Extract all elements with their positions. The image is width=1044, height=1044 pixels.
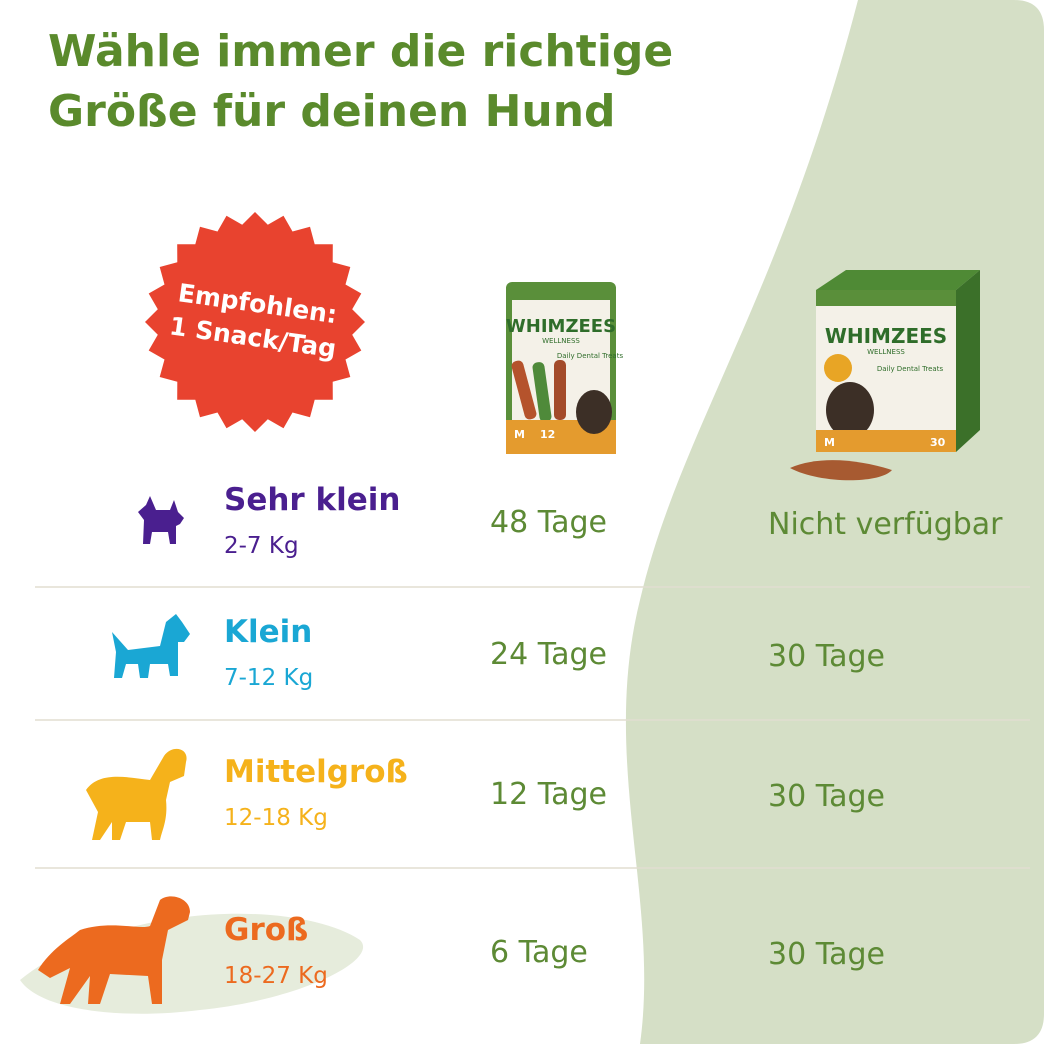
box-days: 30 Tage xyxy=(768,639,885,674)
size-name: Mittelgroß xyxy=(224,754,408,790)
dog-icon xyxy=(112,614,190,678)
pouch-days: 6 Tage xyxy=(490,935,588,970)
background-shape xyxy=(625,0,1044,1044)
dog-icon xyxy=(86,748,187,840)
product-size: M xyxy=(824,436,835,449)
title-line: Größe für deinen Hund xyxy=(48,86,616,137)
product-box: WHIMZEES WELLNESS Daily Dental Treats M … xyxy=(790,270,980,481)
pouch-days: 12 Tage xyxy=(490,777,607,812)
size-name: Klein xyxy=(224,614,312,650)
pouch-days: 48 Tage xyxy=(490,505,607,540)
badge: Empfohlen: 1 Snack/Tag xyxy=(145,212,365,432)
product-count: 30 xyxy=(930,436,946,449)
dog-icon xyxy=(138,496,184,544)
product-label: Daily Dental Treats xyxy=(877,365,944,373)
box-days: 30 Tage xyxy=(768,779,885,814)
badge-star xyxy=(145,212,365,432)
size-name: Groß xyxy=(224,912,308,948)
box-days: 30 Tage xyxy=(768,937,885,972)
title-line: Wähle immer die richtige xyxy=(48,26,673,77)
size-weight: 7-12 Kg xyxy=(224,665,313,691)
product-label: Daily Dental Treats xyxy=(557,352,624,360)
product-brand: WHIMZEES xyxy=(825,324,947,348)
size-weight: 2-7 Kg xyxy=(224,533,299,559)
product-sub: WELLNESS xyxy=(542,337,580,345)
product-sub: WELLNESS xyxy=(867,348,905,356)
product-pouch: WHIMZEES WELLNESS Daily Dental Treats M … xyxy=(506,282,624,454)
pouch-days: 24 Tage xyxy=(490,637,607,672)
product-brand: WHIMZEES xyxy=(506,316,616,337)
size-weight: 12-18 Kg xyxy=(224,805,328,831)
product-count: 12 xyxy=(540,428,555,441)
product-size: M xyxy=(514,428,525,441)
box-days: Nicht verfügbar xyxy=(768,507,1003,542)
table: Sehr klein 2-7 Kg 48 Tage Nicht verfügbar Kl… xyxy=(224,482,1003,989)
size-weight: 18-27 Kg xyxy=(224,963,328,989)
size-name: Sehr klein xyxy=(224,482,400,518)
dog-icon xyxy=(38,896,190,1004)
separators xyxy=(35,586,1030,869)
